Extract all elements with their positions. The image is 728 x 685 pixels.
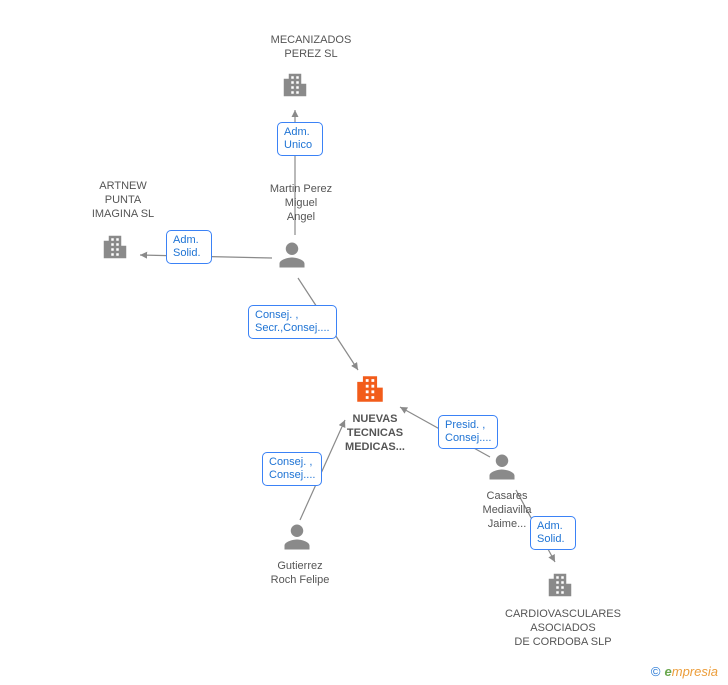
person-label-gutierrez: Gutierrez Roch Felipe	[260, 560, 340, 588]
person-icon	[487, 452, 517, 485]
person-icon	[277, 240, 307, 273]
person-icon	[282, 522, 312, 555]
company-label-center: NUEVAS TECNICAS MEDICAS...	[335, 413, 415, 454]
building-icon	[353, 372, 387, 409]
edge-badge: Consej. , Consej....	[262, 452, 322, 486]
edge-badge: Consej. , Secr.,Consej....	[248, 305, 337, 339]
edge-badge: Adm. Solid.	[166, 230, 212, 264]
copyright-symbol: ©	[651, 664, 661, 679]
copyright: © empresia	[651, 664, 718, 679]
edge-badge: Adm. Unico	[277, 122, 323, 156]
arrows-layer	[0, 0, 728, 685]
building-icon	[545, 570, 575, 603]
brand-name: empresia	[665, 664, 718, 679]
company-label-mecanizados: MECANIZADOS PEREZ SL	[256, 34, 366, 62]
company-label-cardio: CARDIOVASCULARES ASOCIADOS DE CORDOBA SL…	[498, 608, 628, 649]
person-label-martin: Martin Perez Miguel Angel	[260, 183, 342, 224]
company-label-artnew: ARTNEW PUNTA IMAGINA SL	[88, 180, 158, 221]
building-icon	[280, 70, 310, 103]
building-icon	[100, 232, 130, 265]
edge-badge: Adm. Solid.	[530, 516, 576, 550]
edge-badge: Presid. , Consej....	[438, 415, 498, 449]
diagram-canvas: MECANIZADOS PEREZ SL ARTNEW PUNTA IMAGIN…	[0, 0, 728, 685]
